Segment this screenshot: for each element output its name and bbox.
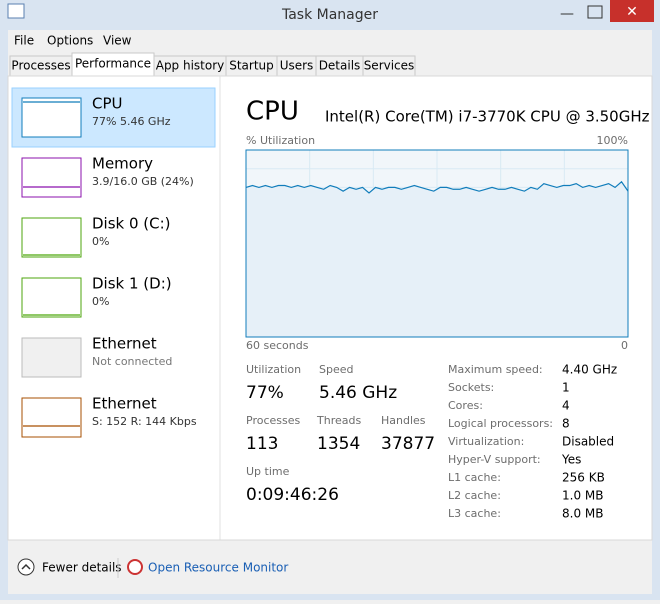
stat-value: 5.46 GHz — [319, 383, 397, 403]
stat-value: 0:09:46:26 — [246, 485, 339, 505]
stat-value: 1354 — [317, 434, 360, 454]
stat-label: Up time — [246, 465, 290, 478]
side-name: Disk 1 (D:) — [92, 275, 172, 293]
window-title: Task Manager — [281, 7, 378, 23]
spec-label: Logical processors: — [448, 417, 553, 430]
tab-label: App history — [156, 59, 225, 73]
spec-value: 4.40 GHz — [562, 363, 617, 377]
fewer-arrow — [21, 563, 31, 570]
y-label: % Utilization — [246, 134, 315, 147]
mini-graph — [21, 277, 82, 318]
stat-value: 113 — [246, 434, 278, 454]
spec-value: 256 KB — [562, 471, 605, 485]
spec-label: L1 cache: — [448, 471, 501, 484]
tab-label: Processes — [11, 59, 70, 73]
mini-graph — [21, 157, 82, 198]
tab[interactable] — [71, 52, 155, 78]
side-name: Ethernet — [92, 395, 157, 413]
side-detail: 0% — [92, 295, 109, 308]
stat-value: 77% — [246, 383, 284, 403]
spec-value: 1.0 MB — [562, 489, 603, 503]
side-name: CPU — [92, 95, 123, 113]
side-name: Memory — [92, 155, 153, 173]
spec-label: Maximum speed: — [448, 363, 543, 376]
side-detail: Not connected — [92, 355, 172, 368]
cpu-model: Intel(R) Core(TM) i7-3770K CPU @ 3.50GHz — [325, 108, 650, 126]
spec-label: Virtualization: — [448, 435, 524, 448]
mini-graph — [21, 217, 82, 258]
stat-label: Processes — [246, 414, 300, 427]
spec-value: Disabled — [562, 435, 614, 449]
spec-label: Cores: — [448, 399, 483, 412]
app-icon — [7, 3, 25, 19]
x-right-label: 0 — [621, 339, 628, 352]
tab-label: Startup — [229, 59, 274, 73]
side-detail: 0% — [92, 235, 109, 248]
spec-value: 8 — [562, 417, 570, 431]
fewer-icon[interactable] — [17, 558, 35, 576]
menu-item[interactable]: View — [103, 34, 132, 48]
menu-item[interactable]: File — [14, 34, 34, 48]
close-x: ✕ — [626, 4, 638, 20]
spec-value: 4 — [562, 399, 570, 413]
stat-label: Utilization — [246, 363, 301, 376]
resource-monitor-link[interactable]: Open Resource Monitor — [148, 561, 288, 575]
spec-label: Sockets: — [448, 381, 494, 394]
spec-value: Yes — [561, 453, 581, 467]
side-name: Disk 0 (C:) — [92, 215, 171, 233]
stat-label: Handles — [381, 414, 426, 427]
tab-label: Users — [280, 59, 314, 73]
fewer-details[interactable]: Fewer details — [42, 561, 122, 575]
utilization-line — [245, 180, 629, 194]
mini-graph — [21, 337, 82, 378]
monitor-icon — [127, 559, 143, 575]
x-left-label: 60 seconds — [246, 339, 309, 352]
side-detail: 77% 5.46 GHz — [92, 115, 171, 128]
tab-label: Details — [319, 59, 361, 73]
side-name: Ethernet — [92, 335, 157, 353]
side-detail: S: 152 R: 144 Kbps — [92, 415, 197, 428]
mini-graph — [21, 97, 82, 138]
stat-label: Threads — [316, 414, 361, 427]
stat-value: 37877 — [381, 434, 435, 454]
close[interactable] — [610, 0, 654, 22]
spec-value: 8.0 MB — [562, 507, 603, 521]
graph-border — [245, 149, 629, 338]
y-max-label: 100% — [597, 134, 628, 147]
side-detail: 3.9/16.0 GB (24%) — [92, 175, 194, 188]
tab-label: Services — [364, 59, 415, 73]
spec-label: L3 cache: — [448, 507, 501, 520]
spec-value: 1 — [562, 381, 570, 395]
menu-item[interactable]: Options — [47, 34, 93, 48]
utilization-area — [246, 181, 628, 337]
stat-label: Speed — [319, 363, 353, 376]
spec-label: Hyper-V support: — [448, 453, 541, 466]
minimize[interactable]: — — [560, 6, 574, 22]
maximize[interactable] — [587, 5, 603, 19]
spec-label: L2 cache: — [448, 489, 501, 502]
mini-graph — [21, 397, 82, 438]
tab-label: Performance — [75, 57, 151, 71]
main-title: CPU — [246, 97, 299, 127]
